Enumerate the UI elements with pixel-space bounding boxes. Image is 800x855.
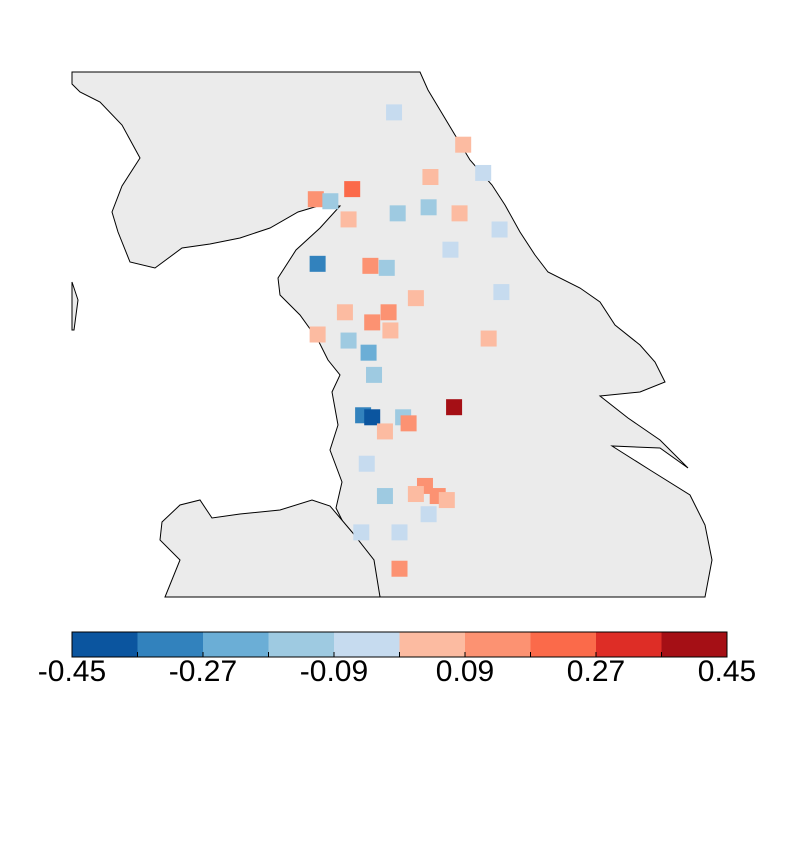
colorbar-tick-label: 0.27 <box>567 655 625 688</box>
station-square <box>420 506 437 523</box>
colorbar-bin <box>137 632 203 657</box>
station-square <box>442 241 459 258</box>
station-square <box>340 332 357 349</box>
station-square <box>389 205 406 222</box>
station-square <box>420 199 437 216</box>
colorbar-bin <box>465 632 531 657</box>
station-square <box>391 560 408 577</box>
station-square <box>475 164 492 181</box>
station-square <box>407 290 424 307</box>
station-square <box>491 221 508 238</box>
colorbar-tick-label: 0.45 <box>698 655 756 688</box>
stations <box>307 104 510 577</box>
station-square <box>340 211 357 228</box>
station-square <box>353 524 370 541</box>
station-square <box>493 284 510 301</box>
station-square <box>362 257 379 274</box>
colorbar-bin <box>72 632 138 657</box>
colorbar-bin <box>268 632 334 657</box>
station-square <box>366 366 383 383</box>
colorbar-bin <box>596 632 662 657</box>
station-square <box>386 104 403 121</box>
station-square <box>309 255 326 272</box>
station-square <box>400 415 417 432</box>
station-square <box>376 488 393 505</box>
station-square <box>391 524 408 541</box>
station-square <box>322 193 339 210</box>
colorbar-tick-label: -0.27 <box>169 655 237 688</box>
colorbar-tick-label: -0.45 <box>38 655 106 688</box>
station-square <box>307 191 324 208</box>
land-islet <box>71 281 79 331</box>
station-square <box>378 259 395 276</box>
station-square <box>358 455 375 472</box>
station-square <box>364 409 381 426</box>
station-square <box>480 330 497 347</box>
station-square <box>422 169 439 185</box>
station-square <box>438 492 455 509</box>
station-square <box>344 181 361 198</box>
colorbar-tick-label: -0.09 <box>300 655 368 688</box>
colorbar-tick-label: 0.09 <box>436 655 494 688</box>
station-square <box>364 314 381 331</box>
colorbar-bin <box>399 632 465 657</box>
colorbar: -0.45 -0.27 -0.09 0.09 0.27 0.45 <box>38 631 756 688</box>
colorbar-bin <box>530 632 596 657</box>
colorbar-bin <box>203 632 269 657</box>
station-square <box>455 136 472 153</box>
station-square <box>309 326 326 343</box>
station-square <box>336 304 353 321</box>
colorbar-bin <box>661 632 727 657</box>
station-square <box>451 205 468 222</box>
station-square <box>380 304 397 321</box>
station-square <box>382 322 399 339</box>
station-square <box>446 399 463 416</box>
land-wales <box>159 499 381 598</box>
station-square <box>360 344 377 361</box>
station-square <box>407 486 424 503</box>
station-square <box>376 423 393 440</box>
colorbar-bin <box>334 632 400 657</box>
